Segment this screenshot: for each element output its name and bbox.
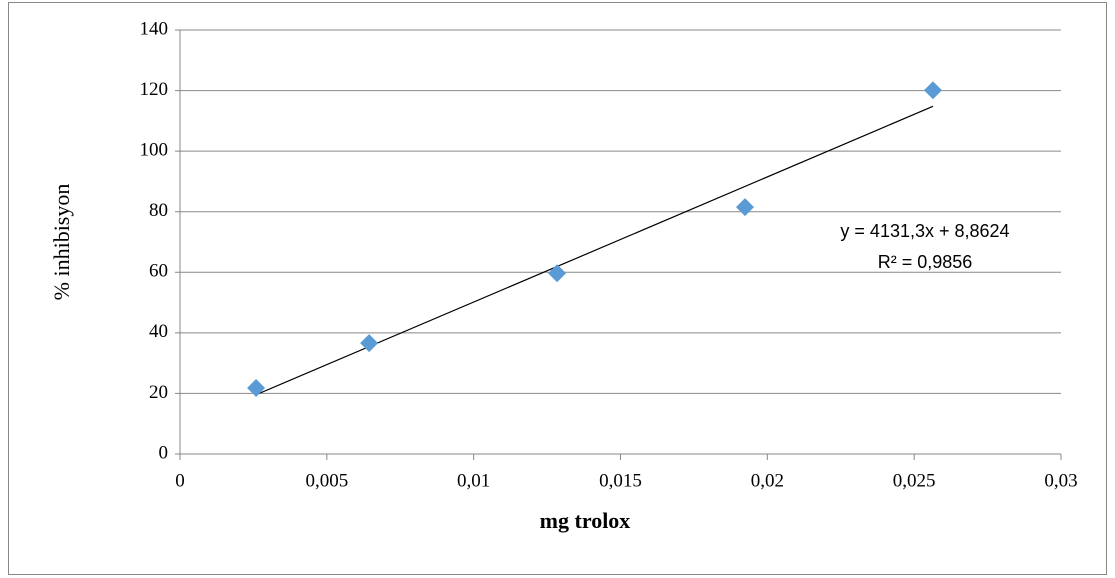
y-axis-label: % inhibisyon bbox=[49, 184, 74, 301]
y-tick-label: 0 bbox=[159, 442, 169, 463]
trendline-r-squared: R² = 0,9856 bbox=[878, 252, 973, 272]
data-point bbox=[247, 378, 266, 397]
x-tick-label: 0,025 bbox=[893, 470, 936, 491]
y-tick-label: 40 bbox=[149, 321, 168, 342]
y-tick-label: 60 bbox=[149, 261, 168, 282]
x-tick-label: 0,03 bbox=[1044, 470, 1077, 491]
x-tick-label: 0,01 bbox=[457, 470, 490, 491]
y-tick-label: 140 bbox=[140, 18, 169, 39]
trendline-equation: y = 4131,3x + 8,8624 bbox=[840, 221, 1009, 241]
x-tick-label: 0,005 bbox=[305, 470, 348, 491]
x-tick-label: 0,015 bbox=[599, 470, 642, 491]
x-tick-label: 0 bbox=[175, 470, 185, 491]
y-tick-label: 80 bbox=[149, 200, 168, 221]
y-tick-label: 120 bbox=[140, 79, 169, 100]
data-point bbox=[360, 334, 379, 353]
x-axis-label: mg trolox bbox=[540, 508, 631, 533]
data-point bbox=[548, 264, 567, 283]
y-tick-label: 100 bbox=[140, 140, 169, 161]
data-point bbox=[923, 81, 942, 100]
data-point bbox=[736, 198, 755, 217]
chart-border bbox=[8, 2, 1107, 575]
x-tick-label: 0,02 bbox=[751, 470, 784, 491]
y-tick-label: 20 bbox=[149, 382, 168, 403]
